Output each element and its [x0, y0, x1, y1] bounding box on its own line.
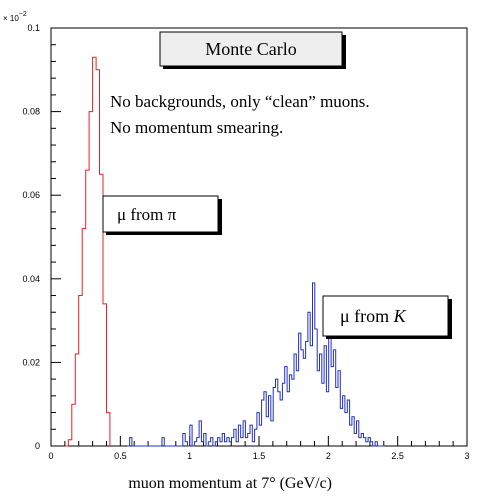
- y-tick-label: 0: [35, 441, 40, 451]
- x-tick-label: 1.5: [253, 451, 266, 461]
- x-tick-label: 3: [464, 451, 469, 461]
- y-tick-label: 0.04: [22, 274, 40, 284]
- histogram-k: [127, 282, 385, 447]
- x-tick-label: 2: [326, 451, 331, 461]
- x-axis-label: muon momentum at 7° (GeV/c): [128, 475, 332, 492]
- y-multiplier-base: × 10: [3, 14, 19, 23]
- histogram-pi: [64, 56, 111, 447]
- axes: 0 0.5 1 1.5 2 2.5 3 0 0.02 0.04 0.06 0.08 0.1: [22, 23, 469, 461]
- y-tick-label: 0.02: [22, 357, 40, 367]
- y-tick-label: 0.08: [22, 107, 40, 117]
- pi-legend-label: μ from π: [117, 205, 177, 224]
- x-tick-label: 0: [48, 451, 53, 461]
- y-tick-label: 0.1: [27, 23, 40, 33]
- x-tick-label: 2.5: [391, 451, 404, 461]
- pi-legend-box: μ from π: [102, 195, 222, 235]
- title-box: Monte Carlo: [159, 31, 346, 69]
- k-legend-italic: K: [393, 306, 407, 326]
- plot-frame: [50, 27, 468, 447]
- k-legend-box: μ from K: [322, 295, 452, 339]
- series-group: [64, 56, 385, 447]
- x-tick-label: 0.5: [114, 451, 127, 461]
- x-tick-label: 1: [187, 451, 192, 461]
- k-legend-prefix: μ from: [340, 306, 394, 326]
- note-line-1: No backgrounds, only “clean” muons.: [110, 92, 370, 111]
- chart-title: Monte Carlo: [205, 39, 297, 59]
- y-multiplier-label: × 10−2: [3, 11, 27, 23]
- note-line-2: No momentum smearing.: [110, 118, 283, 137]
- y-tick-label: 0.06: [22, 190, 40, 200]
- y-multiplier-exponent: −2: [19, 11, 27, 18]
- k-legend-label: μ from K: [340, 306, 407, 326]
